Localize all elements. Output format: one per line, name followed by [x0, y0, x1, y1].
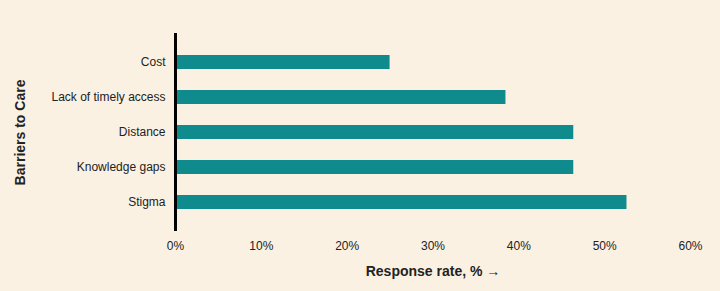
svg-text:0%: 0% [167, 239, 185, 253]
svg-text:60%: 60% [678, 239, 702, 253]
svg-text:10%: 10% [249, 239, 273, 253]
svg-text:Barriers to Care: Barriers to Care [12, 79, 28, 185]
svg-text:Knowledge gaps: Knowledge gaps [77, 160, 166, 174]
svg-text:Stigma: Stigma [128, 195, 166, 209]
svg-text:Cost: Cost [141, 55, 166, 69]
svg-text:50%: 50% [593, 239, 617, 253]
svg-text:Lack of timely access: Lack of timely access [51, 90, 165, 104]
svg-text:Response rate, % →: Response rate, % → [366, 263, 501, 279]
svg-text:Distance: Distance [119, 125, 166, 139]
svg-text:40%: 40% [507, 239, 531, 253]
svg-text:30%: 30% [421, 239, 445, 253]
svg-text:20%: 20% [335, 239, 359, 253]
